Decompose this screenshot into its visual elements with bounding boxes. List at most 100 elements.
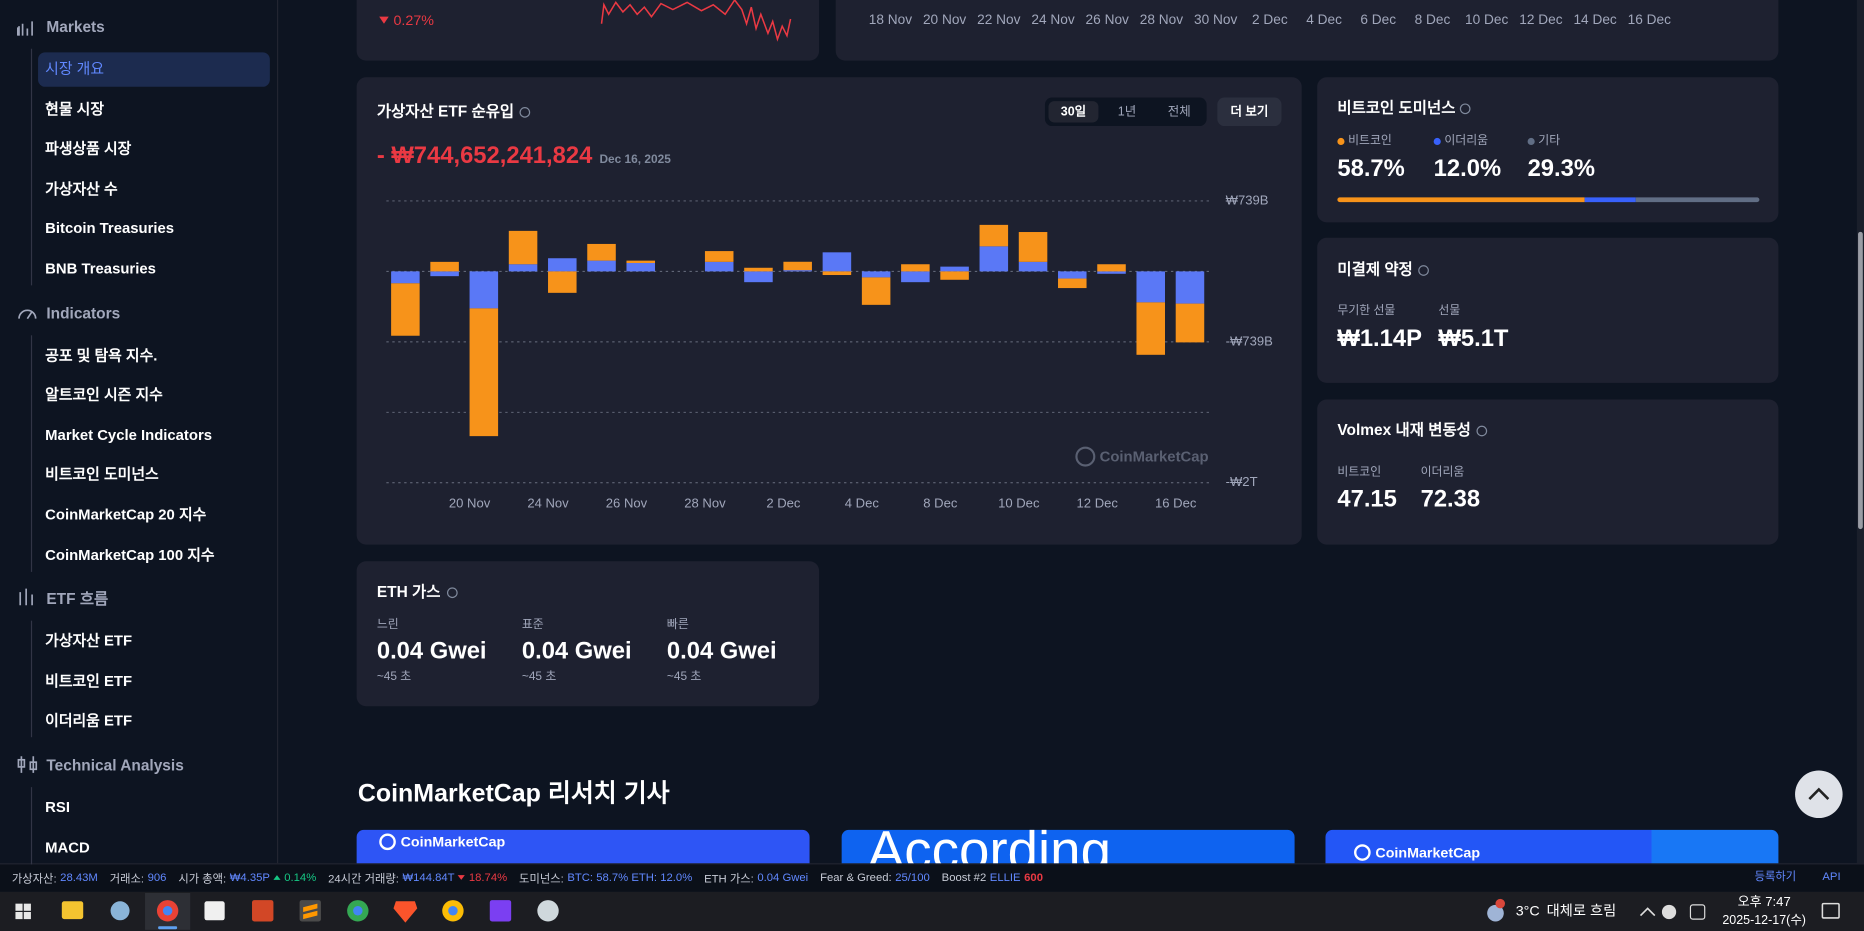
weather-badge	[1495, 898, 1505, 909]
legend-label: 이더리움	[1444, 134, 1489, 148]
change-arrow	[458, 875, 466, 880]
article-card[interactable]: CoinMarketCap	[1325, 829, 1779, 864]
article-card[interactable]: CoinMarketCap	[356, 829, 810, 864]
ticker-item[interactable]: Fear & Greed: 25/100	[820, 871, 930, 884]
gas-time: ~45 초	[666, 670, 702, 684]
sidebar-item[interactable]: Market Cycle Indicators	[45, 426, 213, 444]
sidebar-item[interactable]: 파생상품 시장	[45, 140, 132, 158]
ticker-label: ETH 가스:	[704, 872, 754, 886]
ticker-item[interactable]: 거래소: 906	[110, 869, 167, 886]
bar-segment	[901, 264, 930, 272]
tray-icon[interactable]	[1661, 904, 1677, 920]
ticker-link[interactable]: API	[1822, 870, 1841, 884]
x-tick-label: 8 Dec	[923, 496, 958, 511]
article-card[interactable]: According	[841, 829, 1295, 864]
sidebar-item[interactable]: 가상자산 ETF	[45, 632, 133, 650]
ticker-change: 0.14%	[284, 870, 317, 885]
total-date: Dec 16, 2025	[599, 153, 671, 167]
eth-gas-card	[356, 561, 820, 707]
brave-icon[interactable]	[393, 901, 418, 923]
x-tick-label: 16 Dec	[1627, 13, 1671, 28]
sidebar-item[interactable]: CoinMarketCap 20 지수	[45, 506, 207, 524]
app-icon[interactable]	[110, 901, 130, 921]
scrollbar-thumb[interactable]	[1858, 231, 1863, 530]
x-tick-label: 10 Dec	[1465, 13, 1509, 28]
ticker-item[interactable]: Boost #2 ELLIE 600	[942, 871, 1043, 884]
sidebar-item[interactable]: 공포 및 탐욕 지수.	[45, 346, 158, 364]
ticker-link[interactable]: 등록하기	[1754, 870, 1797, 884]
x-tick-label: 18 Nov	[868, 13, 913, 28]
explorer-icon[interactable]	[61, 901, 84, 920]
sidebar-item[interactable]: CoinMarketCap 100 지수	[45, 546, 215, 564]
range-button[interactable]: 전체	[1167, 104, 1191, 119]
sidebar-section-title[interactable]: ETF 흐름	[46, 589, 109, 608]
sublime-icon[interactable]	[299, 900, 321, 922]
info-icon[interactable]	[519, 106, 531, 118]
sidebar-section-title[interactable]: Indicators	[46, 303, 121, 322]
bar-segment	[1058, 278, 1087, 289]
powerpoint-icon[interactable]	[252, 900, 274, 922]
sidebar-item[interactable]: 현물 시장	[45, 100, 104, 118]
ticker-item[interactable]: 가상자산: 28.43M	[12, 869, 98, 886]
sidebar-item[interactable]: Bitcoin Treasuries	[45, 220, 175, 238]
start-button[interactable]	[15, 903, 31, 920]
sidebar-section-title[interactable]: Markets	[46, 17, 105, 36]
scroll-top-icon	[1808, 787, 1830, 800]
bar-segment	[587, 260, 616, 272]
sidebar-item[interactable]: 가상자산 수	[45, 180, 118, 198]
clock-date: 2025-12-17(수)	[1722, 913, 1806, 928]
ticker-item[interactable]: 시가 총액: ₩4.35P 0.14%	[178, 869, 316, 886]
intellij-icon[interactable]	[489, 900, 512, 922]
metric-value: ₩1.14P	[1337, 325, 1422, 352]
sidebar-item[interactable]: 비트코인 도미넌스	[45, 466, 159, 484]
sidebar-item[interactable]: 알트코인 시즌 지수	[45, 386, 163, 404]
x-tick-label: 26 Nov	[1085, 13, 1129, 28]
range-button[interactable]: 1년	[1117, 104, 1137, 119]
gas-time: ~45 초	[376, 670, 412, 684]
tray-chevron[interactable]	[1639, 907, 1656, 917]
x-tick-label: 24 Nov	[1031, 13, 1075, 28]
scroll-top-button[interactable]	[1795, 770, 1843, 819]
x-tick-label: 28 Nov	[1139, 13, 1184, 28]
bar-segment	[1097, 264, 1126, 272]
info-icon[interactable]	[1476, 425, 1488, 436]
ticker-item[interactable]: ETH 가스: 0.04 Gwei	[704, 869, 808, 886]
info-icon[interactable]	[1418, 264, 1429, 276]
watermark: CoinMarketCap	[1100, 450, 1209, 466]
card-title: 비트코인 도미넌스	[1337, 98, 1456, 117]
x-tick-label: 2 Dec	[1251, 13, 1288, 28]
bar-segment	[783, 261, 812, 271]
more-button[interactable]: 더 보기	[1230, 104, 1269, 119]
tray-icon[interactable]	[1689, 904, 1706, 920]
ticker-item[interactable]: 도미넌스: BTC: 58.7% ETH: 12.0%	[519, 869, 692, 886]
info-icon[interactable]	[446, 586, 458, 598]
article-logo-mark	[379, 833, 396, 851]
dominance-bar-segment	[1585, 197, 1636, 203]
info-icon[interactable]	[1459, 102, 1471, 114]
weather: 대체로 흐림	[1546, 902, 1617, 920]
bar-segment	[704, 251, 734, 262]
sidebar-item[interactable]: 이더리움 ETF	[45, 712, 133, 730]
sidebar-item[interactable]: 시장 개요	[45, 60, 104, 78]
dominance-value: 29.3%	[1527, 155, 1596, 182]
ticker-value: 28.43M	[60, 870, 98, 885]
app-icon[interactable]	[204, 901, 225, 921]
sidebar-item[interactable]: RSI	[45, 799, 70, 816]
card-title: Volmex 내재 변동성	[1337, 420, 1471, 439]
sidebar-section-title[interactable]: Technical Analysis	[46, 756, 184, 775]
article-logo: CoinMarketCap	[1375, 844, 1481, 861]
sidebar-item[interactable]: MACD	[45, 838, 90, 856]
sidebar-item[interactable]: BNB Treasuries	[45, 260, 156, 278]
x-tick-label: 12 Dec	[1519, 13, 1563, 28]
ticker-value: ₩144.84T	[402, 870, 455, 885]
bar-segment	[548, 258, 577, 272]
app-icon[interactable]	[537, 900, 559, 922]
sidebar-item[interactable]: 비트코인 ETF	[45, 672, 133, 690]
ticker-item[interactable]: 24시간 거래량: ₩144.84T 18.74%	[328, 869, 507, 886]
article-headline: According	[867, 829, 1111, 864]
range-button[interactable]: 30일	[1060, 104, 1087, 119]
notification-icon[interactable]	[1821, 902, 1840, 919]
bar-segment	[1097, 271, 1126, 274]
total-value: - ₩744,652,241,824	[376, 142, 593, 169]
